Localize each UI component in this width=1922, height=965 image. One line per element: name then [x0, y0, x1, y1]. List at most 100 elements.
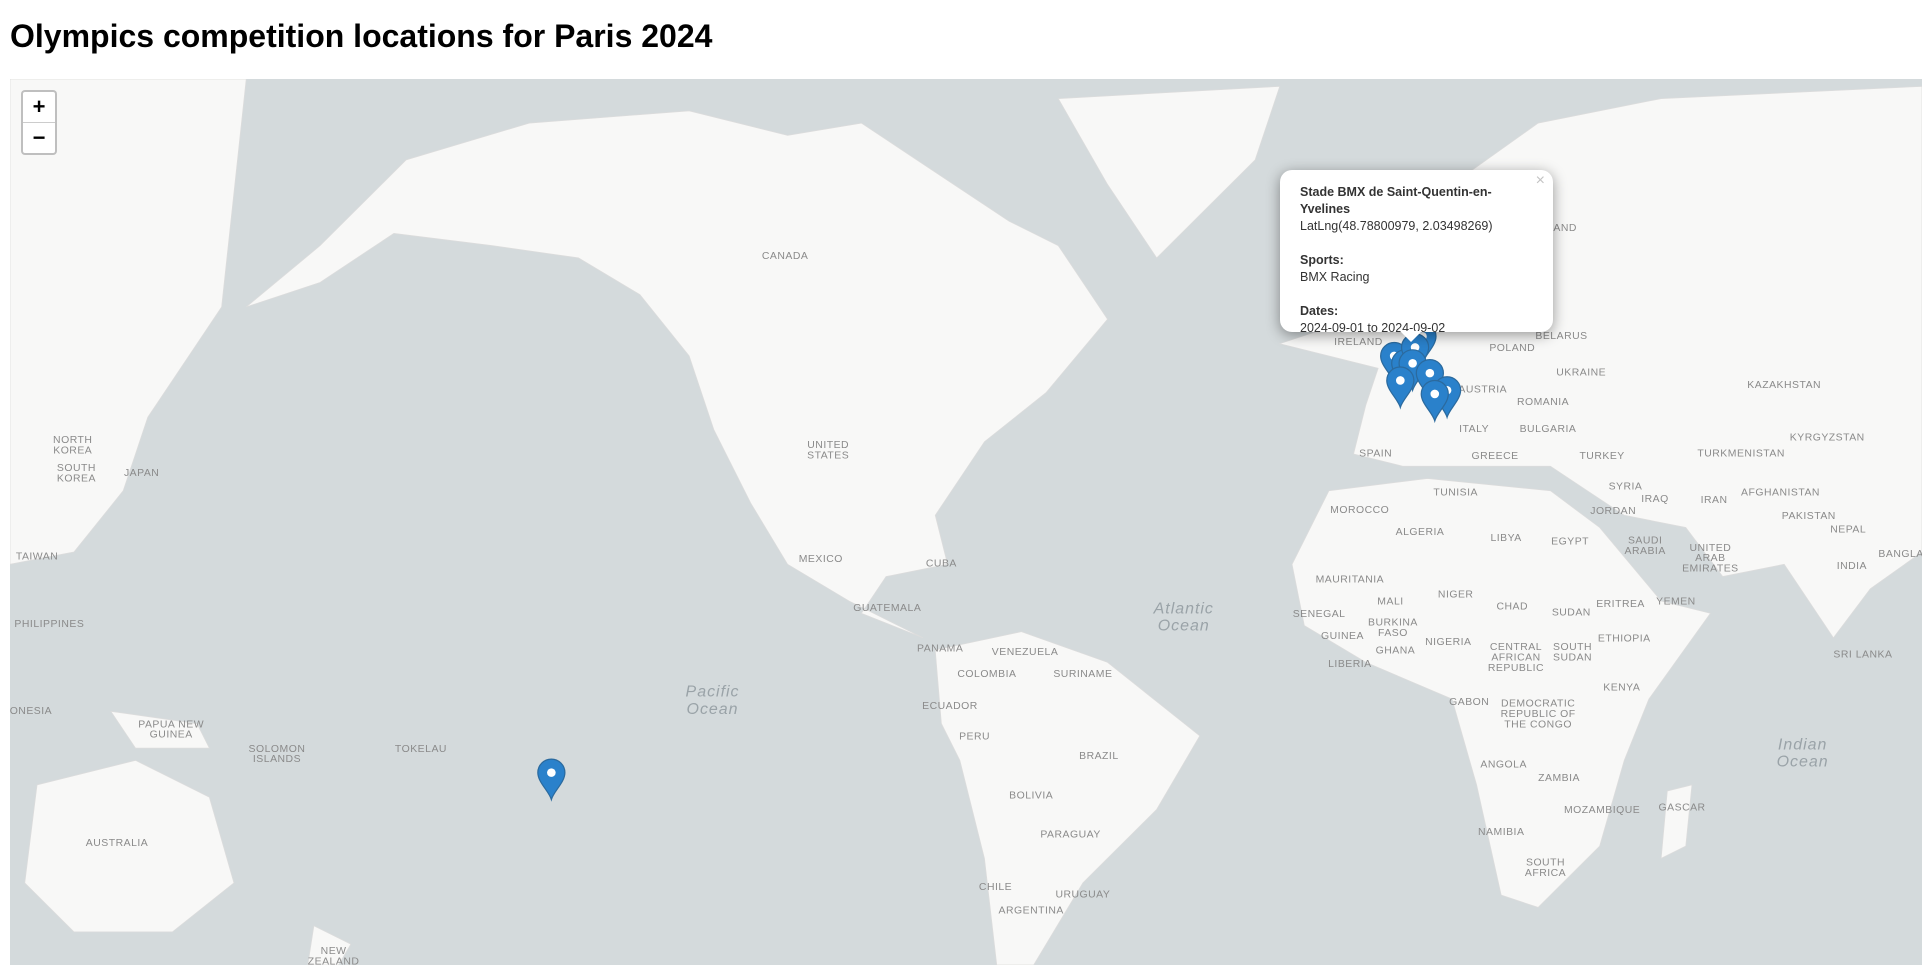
place-label: MALI — [1377, 597, 1403, 608]
place-label: SOUTH — [57, 463, 96, 474]
place-label: BULGARIA — [1520, 424, 1577, 435]
place-label: SUDAN — [1553, 652, 1592, 663]
place-label: POLAND — [1489, 343, 1535, 354]
place-label: BANGLA — [1878, 549, 1922, 560]
place-label: GASCAR — [1659, 803, 1706, 814]
place-label: ECUADOR — [922, 701, 978, 712]
place-label: GUINEA — [150, 730, 193, 741]
sports: BMX Racing — [1300, 270, 1370, 284]
place-label: GREECE — [1472, 451, 1519, 462]
place-label: ARGENTINA — [999, 906, 1064, 917]
place-label: UNITED — [1689, 543, 1731, 554]
place-label: ROMANIA — [1517, 397, 1569, 408]
dates-label: Dates: — [1300, 304, 1339, 318]
ocean-label: Ocean — [1158, 617, 1210, 634]
place-label: URUGUAY — [1055, 890, 1110, 901]
place-label: MEXICO — [799, 554, 843, 565]
ocean-label: Ocean — [687, 701, 739, 718]
popup-close[interactable]: × — [1535, 172, 1545, 189]
place-label: AFRICAN — [1491, 652, 1540, 663]
place-label: CENTRAL — [1490, 642, 1542, 653]
place-label: CHILE — [979, 882, 1012, 893]
place-label: ANGOLA — [1480, 760, 1526, 771]
place-label: EMIRATES — [1682, 564, 1739, 575]
place-label: KENYA — [1603, 683, 1640, 694]
place-label: ERITREA — [1596, 599, 1645, 610]
place-label: JORDAN — [1590, 506, 1636, 517]
place-label: YEMEN — [1656, 597, 1696, 608]
place-label: INDIA — [1837, 561, 1867, 572]
place-label: NIGER — [1438, 589, 1474, 600]
popup: × Stade BMX de Saint-Quentin-en-Yvelines… — [1280, 170, 1553, 342]
place-label: IRAQ — [1641, 494, 1669, 505]
place-label: SOUTH — [1553, 642, 1592, 653]
place-label: STATES — [807, 450, 849, 461]
place-label: REPUBLIC OF — [1501, 709, 1576, 720]
zoom-in[interactable]: + — [32, 94, 46, 119]
place-label: EGYPT — [1551, 537, 1589, 548]
ocean-label: Indian — [1778, 736, 1827, 753]
place-label: NORTH — [53, 435, 92, 446]
place-label: CHAD — [1497, 602, 1529, 613]
place-label: ARABIA — [1625, 546, 1666, 557]
place-label: NEPAL — [1830, 524, 1866, 535]
place-label: PANAMA — [917, 643, 963, 654]
sports-label: Sports: — [1300, 253, 1344, 267]
place-label: MOROCCO — [1330, 505, 1389, 516]
place-label: AFRICA — [1525, 868, 1566, 879]
place-label: ISLANDS — [253, 754, 301, 765]
place-label: SUDAN — [1552, 608, 1591, 619]
place-label: REPUBLIC — [1488, 663, 1544, 674]
place-label: SRI LANKA — [1833, 649, 1892, 660]
place-label: PAKISTAN — [1782, 511, 1836, 522]
place-label: SENEGAL — [1293, 609, 1346, 620]
place-label: TOKELAU — [395, 744, 447, 755]
place-label: FASO — [1378, 628, 1408, 639]
place-label: ALGERIA — [1396, 527, 1445, 538]
place-label: TUNISIA — [1433, 488, 1478, 499]
place-label: ETHIOPIA — [1598, 633, 1651, 644]
place-label: LIBYA — [1490, 533, 1521, 544]
venue-name: Stade BMX de Saint-Quentin-en-Yvelines — [1300, 185, 1492, 216]
place-label: IRAN — [1701, 495, 1728, 506]
place-label: KYRGYZSTAN — [1790, 433, 1865, 444]
place-label: LIBERIA — [1328, 659, 1371, 670]
place-label: NEW — [321, 946, 347, 957]
place-label: JAPAN — [124, 468, 159, 479]
place-label: PHILIPPINES — [14, 619, 84, 630]
place-label: IRELAND — [1334, 337, 1383, 348]
place-label: MOZAMBIQUE — [1564, 805, 1640, 816]
ocean-label: Atlantic — [1153, 600, 1214, 617]
place-label: VENEZUELA — [992, 647, 1059, 658]
place-label: MAURITANIA — [1316, 575, 1385, 586]
place-label: TURKMENISTAN — [1697, 448, 1785, 459]
place-label: UNITED — [807, 440, 849, 451]
place-label: NAMIBIA — [1478, 827, 1524, 838]
place-label: SURINAME — [1053, 669, 1112, 680]
place-label: SPAIN — [1359, 448, 1392, 459]
place-label: KAZAKHSTAN — [1747, 380, 1821, 391]
ocean-label: Ocean — [1777, 754, 1829, 771]
place-label: GUATEMALA — [853, 603, 921, 614]
ocean-label: Pacific — [686, 684, 740, 701]
place-label: GHANA — [1376, 646, 1416, 657]
place-label: AFGHANISTAN — [1741, 488, 1820, 499]
place-label: CUBA — [926, 559, 957, 570]
place-label: SOLOMON — [249, 744, 306, 755]
place-label: BOLIVIA — [1009, 790, 1053, 801]
place-label: PERU — [959, 732, 990, 743]
place-label: ONESIA — [10, 706, 52, 717]
page-title: Olympics competition locations for Paris… — [10, 18, 713, 54]
place-label: THE CONGO — [1504, 719, 1572, 730]
place-label: ITALY — [1459, 424, 1489, 435]
place-label: PARAGUAY — [1040, 830, 1100, 841]
place-label: SOUTH — [1526, 858, 1565, 869]
place-label: COLOMBIA — [957, 669, 1016, 680]
place-label: AUSTRALIA — [86, 838, 148, 849]
place-label: GABON — [1449, 697, 1489, 708]
place-label: PAPUA NEW — [138, 719, 204, 730]
place-label: ZEALAND — [308, 956, 360, 965]
zoom-out[interactable]: − — [23, 122, 55, 153]
